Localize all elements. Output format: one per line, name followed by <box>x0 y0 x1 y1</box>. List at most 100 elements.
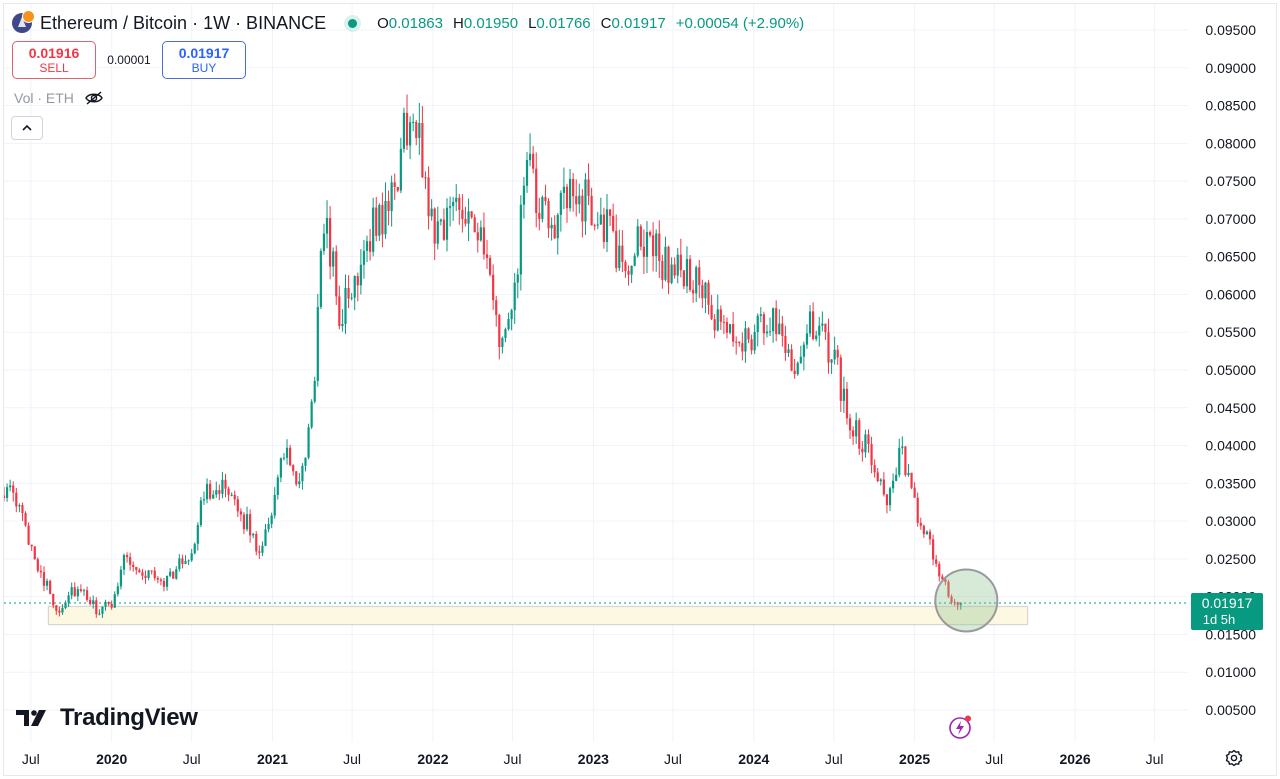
y-tick-label: 0.00500 <box>1205 702 1256 718</box>
candle-body <box>938 563 941 577</box>
candle-body <box>581 195 584 222</box>
y-tick-label: 0.01500 <box>1205 626 1256 642</box>
candle-body <box>842 388 845 401</box>
candle-body <box>935 559 938 564</box>
candle-body <box>891 480 895 489</box>
chevron-up-icon <box>22 124 32 131</box>
candle-body <box>368 241 372 252</box>
candle-body <box>412 122 415 124</box>
volume-legend[interactable]: Vol · ETH <box>14 90 104 106</box>
candle-body <box>289 447 292 466</box>
candle-body <box>535 168 538 213</box>
candle-body <box>778 323 781 335</box>
x-tick-label: 2022 <box>417 751 448 767</box>
sell-button[interactable]: 0.01916 SELL <box>12 41 96 79</box>
candle-body <box>255 533 258 552</box>
candle-body <box>110 603 113 608</box>
candle-body <box>356 276 359 286</box>
candle-body <box>852 430 855 437</box>
candle-body <box>701 285 704 299</box>
candle-body <box>175 569 178 579</box>
candle-body <box>344 288 347 324</box>
candle-body <box>858 420 861 449</box>
candle-body <box>621 245 624 262</box>
candle-body <box>805 333 809 345</box>
candle-body <box>393 182 396 188</box>
candle-body <box>830 359 833 363</box>
candle-body <box>522 185 526 205</box>
candle-body <box>947 581 950 597</box>
candle-body <box>888 488 892 506</box>
candle-body <box>812 311 815 340</box>
candle-body <box>528 153 532 161</box>
sell-price: 0.01916 <box>28 45 80 61</box>
candle-body <box>304 457 307 466</box>
candle-body <box>768 331 772 333</box>
candle-body <box>959 602 962 606</box>
collapse-legend-button[interactable] <box>11 116 43 140</box>
candle-body <box>679 254 682 271</box>
candle-body <box>261 545 264 553</box>
candle-body <box>479 227 482 241</box>
candle-body <box>664 246 667 280</box>
tradingview-logo[interactable]: TradingView <box>16 704 198 732</box>
candle-body <box>765 331 769 334</box>
gear-icon[interactable] <box>1224 748 1244 768</box>
price-axis[interactable]: 0.09500 0.09000 0.08500 0.08000 0.07500 0.070… <box>1205 22 1256 718</box>
price-change: +0.00054 (+2.90%) <box>675 14 805 32</box>
candle-body <box>627 270 630 275</box>
candle-body <box>276 477 279 495</box>
candle-body <box>599 214 602 225</box>
candle-body <box>652 235 655 257</box>
candle-body <box>33 546 36 560</box>
candle-body <box>873 465 876 473</box>
candle-body <box>510 310 513 320</box>
sell-label: SELL <box>39 61 69 75</box>
candle-body <box>559 192 562 215</box>
candle-body <box>2 495 6 498</box>
candle-body <box>541 197 544 219</box>
time-axis[interactable]: Jul 2020 Jul 2021 Jul 2022 Jul 2023 Jul 2024 Jul 20… <box>22 751 1164 767</box>
candle-body <box>350 297 353 299</box>
candle-body <box>227 488 230 495</box>
candle-body <box>236 499 239 512</box>
candle-body <box>507 319 510 330</box>
candle-body <box>153 570 156 579</box>
candle-body <box>544 197 547 201</box>
candle-body <box>319 250 322 307</box>
candle-body <box>950 596 953 603</box>
x-tick-label: Jul <box>504 751 522 767</box>
candle-body <box>76 589 79 597</box>
y-tick-label: 0.04500 <box>1205 400 1256 416</box>
candle-body <box>941 576 944 580</box>
flash-icon[interactable] <box>948 715 972 739</box>
market-status-icon[interactable] <box>348 18 358 28</box>
buy-button[interactable]: 0.01917 BUY <box>162 41 246 79</box>
eye-hidden-icon[interactable] <box>84 90 104 106</box>
candle-body <box>513 282 516 311</box>
candle-body <box>390 182 393 212</box>
price-tag-box <box>1191 593 1263 630</box>
candle-body <box>722 321 725 323</box>
candle-body <box>212 494 215 499</box>
candle-body <box>218 490 221 494</box>
candle-body <box>916 497 919 523</box>
candle-body <box>688 259 692 290</box>
candle-body <box>64 602 67 609</box>
candle-body <box>615 230 618 269</box>
x-tick-label: 2020 <box>96 751 127 767</box>
symbol-title[interactable]: Ethereum / Bitcoin · 1W · BINANCE <box>40 12 327 33</box>
candle-body <box>633 255 636 266</box>
candle-body <box>159 579 162 581</box>
candle-body <box>476 232 479 241</box>
candle-body <box>169 571 172 576</box>
candle-body <box>741 343 744 352</box>
candle-body <box>870 444 873 466</box>
candle-body <box>119 569 123 587</box>
candle-body <box>101 606 104 614</box>
candle-body <box>713 319 716 331</box>
candle-body <box>52 593 55 606</box>
candle-body <box>732 324 735 342</box>
candle-body <box>630 265 633 275</box>
